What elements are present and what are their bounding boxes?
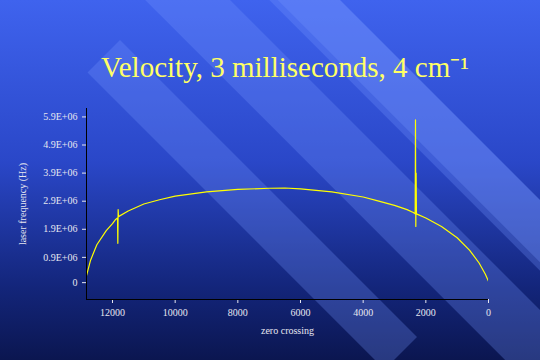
svg-text:8000: 8000 — [228, 307, 248, 318]
svg-text:6000: 6000 — [291, 307, 311, 318]
svg-text:0: 0 — [73, 277, 78, 288]
svg-text:0.9E+06: 0.9E+06 — [43, 252, 77, 263]
svg-text:2.9E+06: 2.9E+06 — [43, 195, 77, 206]
svg-text:10000: 10000 — [163, 307, 188, 318]
svg-text:5.9E+06: 5.9E+06 — [43, 111, 77, 122]
html-text:Velocity, 3 milliseconds, 4 cm: Velocity, 3 milliseconds, 4 cm⁻¹ — [101, 51, 469, 83]
svg-text:zero crossing: zero crossing — [261, 325, 314, 336]
svg-text:2000: 2000 — [416, 307, 436, 318]
svg-text:1.9E+06: 1.9E+06 — [43, 223, 77, 234]
svg-text:4.9E+06: 4.9E+06 — [43, 139, 77, 150]
svg-text:laser frequency (Hz): laser frequency (Hz) — [17, 163, 29, 245]
svg-text:0: 0 — [486, 307, 491, 318]
svg-text:3.9E+06: 3.9E+06 — [43, 167, 77, 178]
svg-text:12000: 12000 — [100, 307, 125, 318]
svg-text:4000: 4000 — [353, 307, 373, 318]
